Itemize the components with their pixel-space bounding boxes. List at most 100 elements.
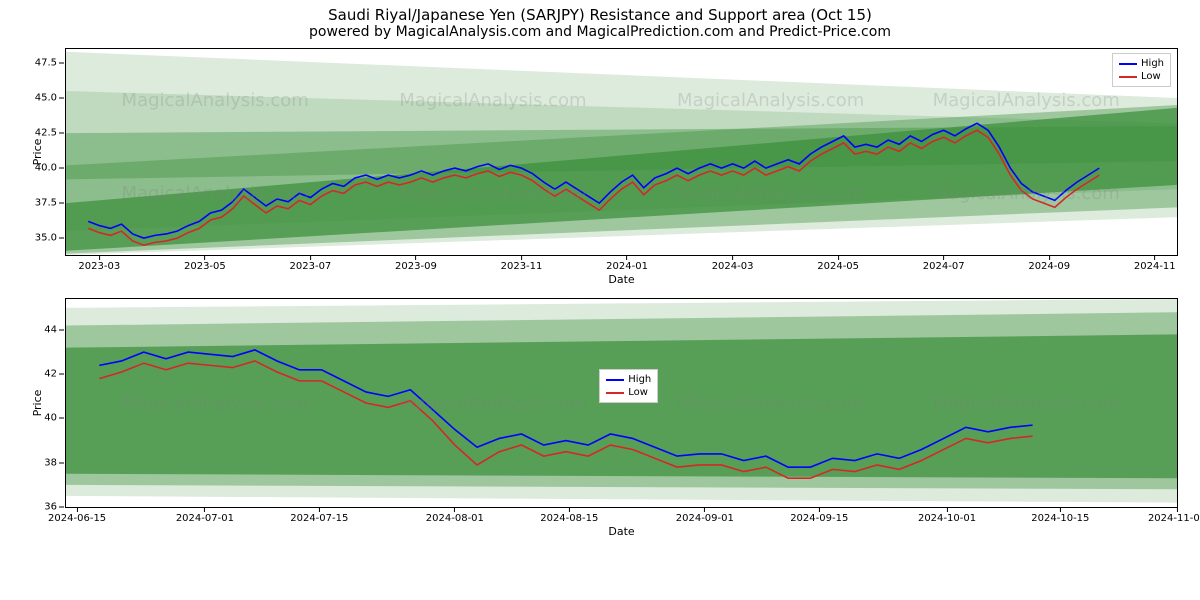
legend-label-low: Low [628,386,648,399]
legend-label-high: High [1141,57,1164,70]
tick-mark [59,133,64,134]
x-tick: 2024-07-01 [176,507,234,524]
x-tick-label: 2024-08-01 [426,513,484,524]
x-tick: 2024-07-15 [290,507,348,524]
legend-item-low: Low [1119,70,1164,83]
legend-swatch-high [606,379,624,381]
legend-item-high: High [1119,57,1164,70]
x-tick: 2024-03 [712,255,754,272]
tick-mark [732,255,733,260]
x-tick: 2024-11 [1134,255,1176,272]
x-tick: 2024-05 [817,255,859,272]
y-tick-label: 40.0 [35,163,57,174]
x-tick-label: 2024-09-01 [676,513,734,524]
x-tick: 2024-10-15 [1031,507,1089,524]
y-tick: 44 [44,324,64,335]
tick-mark [99,255,100,260]
x-tick-label: 2023-07 [290,261,332,272]
x-tick-label: 2023-09 [395,261,437,272]
chart-panel-top: Price 35.037.540.042.545.047.5 2023-0320… [65,48,1178,256]
x-axis-label-1: Date [608,273,634,286]
x-tick: 2024-06-15 [48,507,106,524]
x-tick-label: 2024-10-01 [918,513,976,524]
chart-subtitle: powered by MagicalAnalysis.com and Magic… [10,24,1190,40]
tick-mark [59,418,64,419]
tick-mark [59,63,64,64]
y-tick-label: 44 [44,324,57,335]
tick-mark [838,255,839,260]
x-tick: 2024-11-01 [1148,507,1200,524]
tick-mark [1154,255,1155,260]
tick-mark [569,507,570,512]
y-tick: 42 [44,369,64,380]
tick-mark [521,255,522,260]
x-tick-label: 2024-10-15 [1031,513,1089,524]
legend-label-low: Low [1141,70,1161,83]
legend-swatch-high [1119,63,1137,65]
x-tick-label: 2024-09 [1028,261,1070,272]
y-tick-label: 40 [44,413,57,424]
x-tick-label: 2024-06-15 [48,513,106,524]
x-tick-label: 2023-03 [78,261,120,272]
tick-mark [1177,507,1178,512]
y-tick-label: 35.0 [35,233,57,244]
x-tick: 2024-01 [606,255,648,272]
tick-mark [59,98,64,99]
x-tick: 2023-05 [184,255,226,272]
legend-1: High Low [1112,53,1171,87]
legend-label-high: High [628,373,651,386]
tick-mark [454,507,455,512]
tick-mark [204,255,205,260]
tick-mark [59,329,64,330]
tick-mark [943,255,944,260]
x-tick-label: 2024-07-01 [176,513,234,524]
y-tick-label: 38 [44,457,57,468]
legend-swatch-low [1119,76,1137,78]
x-tick-label: 2024-11-01 [1148,513,1200,524]
tick-mark [819,507,820,512]
chart-canvas-2 [66,299,1177,507]
tick-mark [319,507,320,512]
y-tick: 45.0 [35,93,64,104]
y-tick-label: 37.5 [35,198,57,209]
x-tick-label: 2024-08-15 [540,513,598,524]
x-tick: 2023-09 [395,255,437,272]
x-tick: 2023-07 [290,255,332,272]
tick-mark [1060,507,1061,512]
x-tick-label: 2024-05 [817,261,859,272]
x-tick: 2023-11 [501,255,543,272]
x-tick-label: 2023-05 [184,261,226,272]
tick-mark [947,507,948,512]
chart-title: Saudi Riyal/Japanese Yen (SARJPY) Resist… [10,6,1190,24]
y-tick: 42.5 [35,128,64,139]
x-tick: 2023-03 [78,255,120,272]
tick-mark [1049,255,1050,260]
tick-mark [59,168,64,169]
x-tick: 2024-08-15 [540,507,598,524]
tick-mark [59,374,64,375]
y-tick: 38 [44,457,64,468]
y-axis-2: 3638404244 [18,299,64,507]
x-tick-label: 2024-07 [923,261,965,272]
chart-panel-bottom: Price 3638404244 2024-06-152024-07-01202… [65,298,1178,508]
x-tick-label: 2024-07-15 [290,513,348,524]
x-tick-label: 2023-11 [501,261,543,272]
y-tick: 40.0 [35,163,64,174]
tick-mark [310,255,311,260]
tick-mark [59,238,64,239]
x-axis-label-2: Date [608,525,634,538]
legend-2: High Low [599,369,658,403]
tick-mark [415,255,416,260]
tick-mark [59,462,64,463]
legend-swatch-low [606,392,624,394]
x-tick: 2024-09-01 [676,507,734,524]
tick-mark [59,203,64,204]
y-tick-label: 47.5 [35,58,57,69]
x-tick-label: 2024-11 [1134,261,1176,272]
y-tick: 35.0 [35,233,64,244]
y-tick-label: 42.5 [35,128,57,139]
y-axis-1: 35.0 37.5 40.0 42.5 45.0 47.5 [18,49,64,255]
legend-item-low: Low [606,386,651,399]
tick-mark [627,255,628,260]
tick-mark [77,507,78,512]
